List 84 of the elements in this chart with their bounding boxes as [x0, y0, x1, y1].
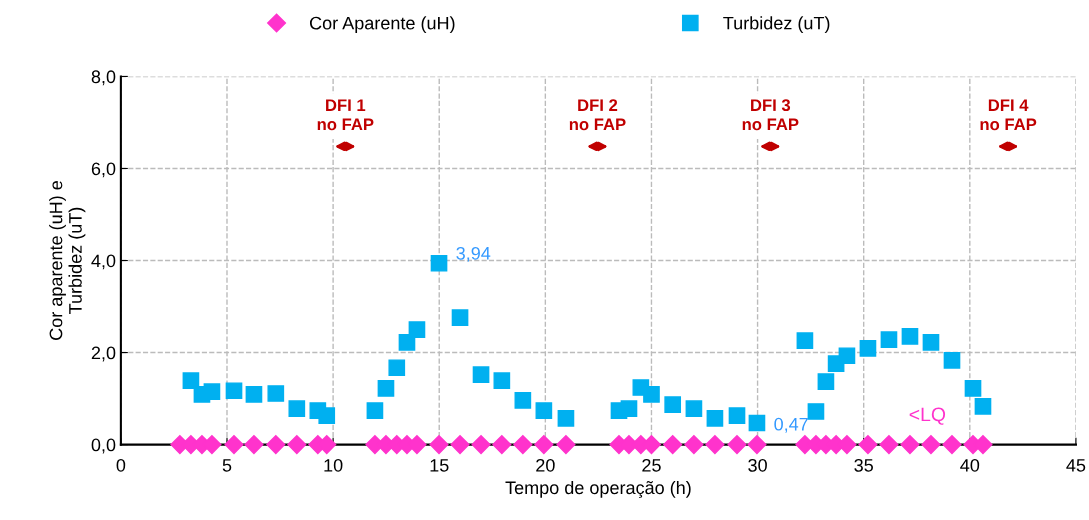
x-tick-label: 20 — [536, 458, 555, 472]
point — [451, 309, 469, 326]
point — [388, 359, 406, 377]
y-tick-label: 4,0 — [91, 254, 116, 270]
point — [728, 407, 746, 424]
x-axis-title: Tempo de operação (h) — [505, 480, 691, 498]
point — [859, 340, 877, 357]
x-tick-label: 30 — [748, 458, 767, 472]
annotation: DFI 2 no FAP — [569, 99, 626, 131]
point — [974, 398, 992, 415]
point — [807, 403, 825, 420]
point — [557, 410, 575, 427]
x-tick-label: 15 — [430, 459, 449, 472]
point — [513, 435, 533, 455]
point — [245, 386, 263, 403]
point — [796, 332, 814, 349]
point — [430, 254, 448, 272]
point — [643, 386, 660, 403]
point — [267, 385, 285, 402]
point — [684, 435, 704, 455]
point — [879, 435, 899, 455]
point — [900, 435, 920, 455]
point — [471, 435, 491, 455]
point — [377, 380, 395, 397]
point — [450, 435, 470, 455]
point — [318, 407, 336, 424]
point — [706, 410, 724, 427]
annotation: DFI 4 no FAP — [980, 99, 1037, 131]
point — [942, 435, 962, 455]
point — [664, 396, 682, 413]
point — [727, 435, 747, 455]
point — [943, 352, 961, 369]
x-tick-label: 35 — [854, 458, 873, 472]
point — [244, 435, 264, 455]
y-axis-title: Cor aparente (uH) e Turbidez (uT) — [49, 181, 86, 340]
point — [493, 372, 511, 389]
point — [922, 334, 940, 351]
point — [225, 382, 243, 400]
point — [964, 380, 982, 397]
point — [287, 435, 307, 455]
point — [366, 402, 384, 419]
point — [747, 435, 767, 455]
point — [514, 392, 532, 409]
point — [620, 400, 638, 418]
point — [748, 414, 766, 432]
data-label: 0,47 — [774, 417, 808, 433]
point — [288, 400, 306, 418]
point — [203, 383, 221, 401]
legend-label: Turbidez (uT) — [723, 16, 830, 34]
point — [224, 435, 244, 455]
x-tick-label: 45 — [1066, 459, 1086, 472]
point — [492, 435, 512, 455]
annotation: <LQ — [909, 407, 946, 425]
point — [858, 435, 878, 455]
point — [817, 373, 835, 390]
point — [266, 435, 286, 455]
point — [534, 435, 554, 455]
point — [556, 435, 576, 455]
point — [408, 321, 426, 338]
point — [398, 334, 416, 351]
point — [901, 328, 919, 345]
annotation: DFI 3 no FAP — [742, 99, 799, 131]
y-tick-label: 8,0 — [91, 70, 116, 86]
x-tick-label: 40 — [960, 458, 980, 472]
x-tick-label: 0 — [116, 458, 126, 472]
y-tick-label: 0,0 — [91, 438, 116, 454]
point — [535, 402, 553, 419]
x-tick-label: 10 — [324, 458, 343, 472]
data-label: 3,94 — [456, 246, 491, 262]
point — [429, 435, 449, 455]
annotation: DFI 1 no FAP — [317, 99, 374, 131]
point — [705, 435, 725, 455]
point — [921, 435, 941, 455]
point — [182, 372, 200, 389]
point — [472, 366, 490, 383]
legend-label: Cor Aparente (uH) — [309, 16, 455, 34]
y-tick-label: 2,0 — [91, 346, 116, 362]
point — [880, 331, 898, 349]
x-tick-label: 25 — [642, 458, 661, 472]
point — [685, 400, 703, 418]
x-tick-label: 5 — [222, 459, 232, 472]
y-tick-label: 6,0 — [91, 162, 116, 178]
point — [663, 435, 683, 455]
point — [838, 347, 856, 365]
